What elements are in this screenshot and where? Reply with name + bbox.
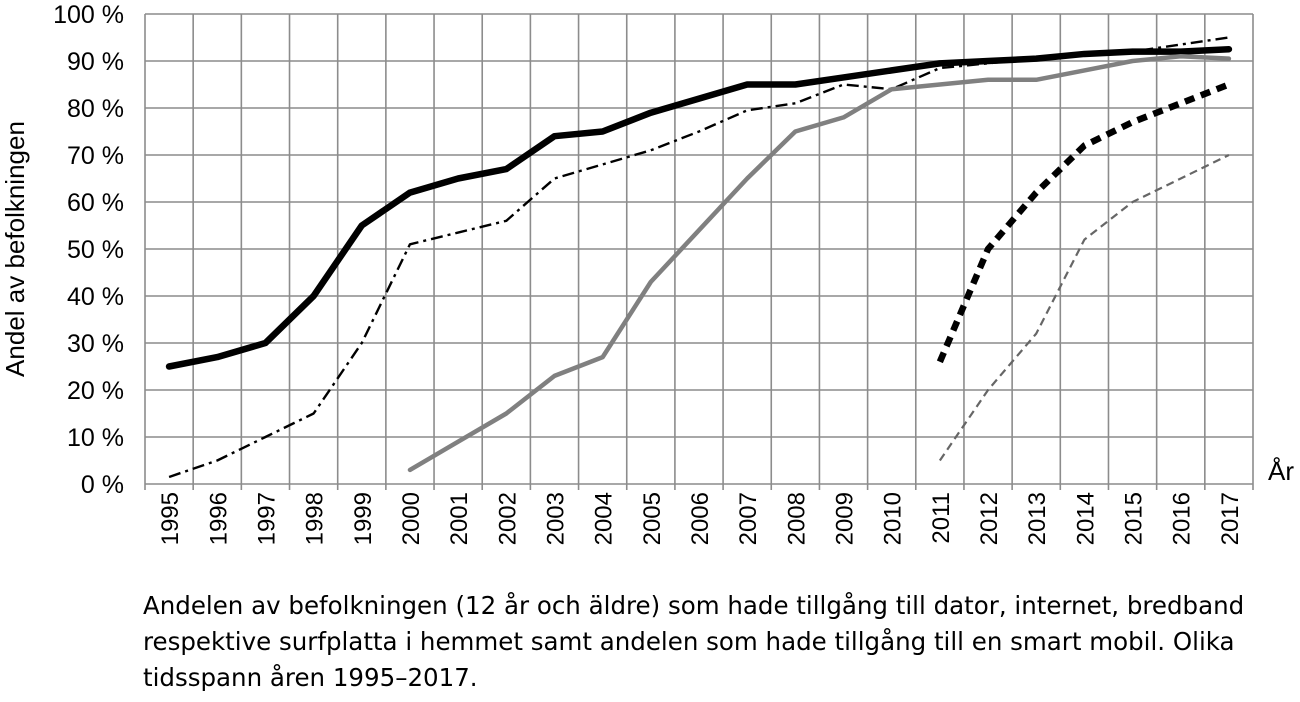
series-line-2 <box>165 46 1233 370</box>
series-line-3 <box>407 54 1232 473</box>
y-tick-labels: 0 % 10 % 20 % 30 % 40 % 50 % 60 % 70 % 80 % 90 % 1… <box>53 1 124 499</box>
chart-series <box>165 36 1233 479</box>
series-line-4 <box>936 81 1231 364</box>
y-tick-label: 50 % <box>67 236 124 264</box>
x-tick-label: 2012 <box>976 492 1003 545</box>
x-tick-label: 2000 <box>398 492 425 545</box>
x-tick-label: 1996 <box>205 492 232 545</box>
x-tick-label: 1999 <box>350 492 377 545</box>
x-tick-label: 2001 <box>446 492 473 545</box>
x-axis-title: År <box>1268 456 1294 486</box>
x-tick-label: 2007 <box>735 492 762 545</box>
y-tick-label: 60 % <box>67 189 124 217</box>
x-tick-label: 2011 <box>928 492 955 544</box>
x-tick-label: 2013 <box>1024 492 1051 545</box>
y-tick-label: 70 % <box>67 142 124 170</box>
y-tick-label: 40 % <box>67 283 124 311</box>
x-tick-label: 2004 <box>591 492 618 545</box>
x-tick-label: 2015 <box>1121 492 1148 545</box>
figure-caption: Andelen av befolkningen (12 år och äldre… <box>143 591 1245 692</box>
x-tick-label: 2016 <box>1169 492 1196 545</box>
x-tick-label: 2005 <box>639 492 666 545</box>
x-tick-label: 1998 <box>302 492 329 545</box>
x-tick-label: 2010 <box>880 492 907 545</box>
y-tick-label: 90 % <box>67 48 124 76</box>
x-tick-label: 2002 <box>494 492 521 545</box>
x-tick-label: 2009 <box>832 492 859 545</box>
series-line-5 <box>938 154 1230 462</box>
y-tick-label: 80 % <box>67 95 124 123</box>
series-line-1 <box>168 36 1230 479</box>
x-tick-label: 2008 <box>783 492 810 545</box>
chart-grid <box>144 13 1254 490</box>
y-tick-label: 0 % <box>81 471 124 499</box>
y-tick-label: 100 % <box>53 1 124 29</box>
x-tick-label: 1995 <box>157 492 184 545</box>
x-tick-label: 1997 <box>253 492 280 545</box>
x-tick-label: 2014 <box>1072 492 1099 545</box>
y-axis-title: Andel av befolkningen <box>0 121 30 377</box>
x-tick-labels: 1995 1996 1997 1998 1999 2000 2001 2002 2003 2004… <box>157 492 1244 545</box>
line-chart: 0 % 10 % 20 % 30 % 40 % 50 % 60 % 70 % 80 % 90 % 1… <box>0 1 1294 545</box>
y-tick-label: 10 % <box>67 424 124 452</box>
x-tick-label: 2017 <box>1217 492 1244 545</box>
y-tick-label: 20 % <box>67 377 124 405</box>
y-tick-label: 30 % <box>67 330 124 358</box>
x-tick-label: 2003 <box>542 492 569 545</box>
x-tick-label: 2006 <box>687 492 714 545</box>
